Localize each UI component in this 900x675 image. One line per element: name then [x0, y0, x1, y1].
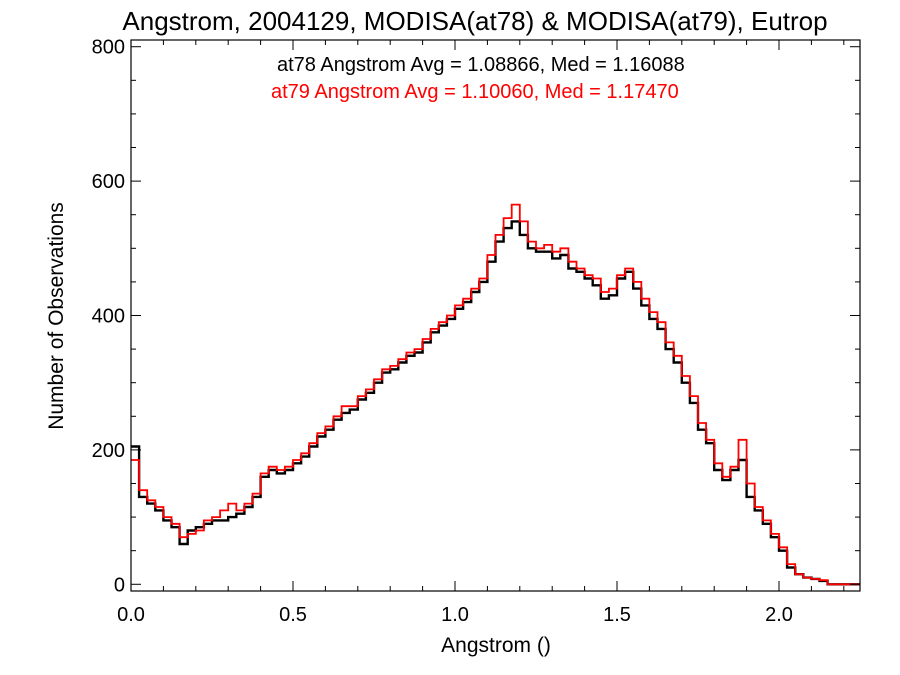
x-tick-label: 2.0	[765, 604, 793, 626]
x-axis: 0.0 0.5 1.0 1.5 2.0	[117, 40, 845, 626]
chart-title: Angstrom, 2004129, MODISA(at78) & MODISA…	[122, 6, 827, 36]
annotation-at79: at79 Angstrom Avg = 1.10060, Med = 1.174…	[271, 81, 679, 103]
y-tick-label: 200	[92, 440, 125, 462]
x-axis-label: Angstrom ()	[441, 634, 551, 657]
annotation-at78: at78 Angstrom Avg = 1.08866, Med = 1.160…	[277, 54, 685, 76]
x-tick-label: 0.5	[279, 604, 307, 626]
series-line-at79	[131, 203, 860, 586]
x-tick-label: 1.5	[603, 604, 631, 626]
plot-frame	[130, 39, 861, 592]
y-tick-label: 800	[92, 37, 125, 59]
y-tick-label: 600	[92, 171, 125, 193]
x-tick-label: 1.0	[441, 604, 469, 626]
y-tick-label: 400	[92, 306, 125, 328]
y-axis: 0 200 400 600 800	[92, 37, 860, 596]
series-line-at78	[131, 220, 860, 586]
y-axis-label: Number of Observations	[45, 202, 68, 430]
x-tick-label: 0.0	[117, 604, 145, 626]
plot-area: 0.0 0.5 1.0 1.5 2.0 0 200 400 600 800	[92, 37, 861, 626]
y-tick-label: 0	[114, 574, 125, 596]
series-layer	[131, 203, 860, 586]
